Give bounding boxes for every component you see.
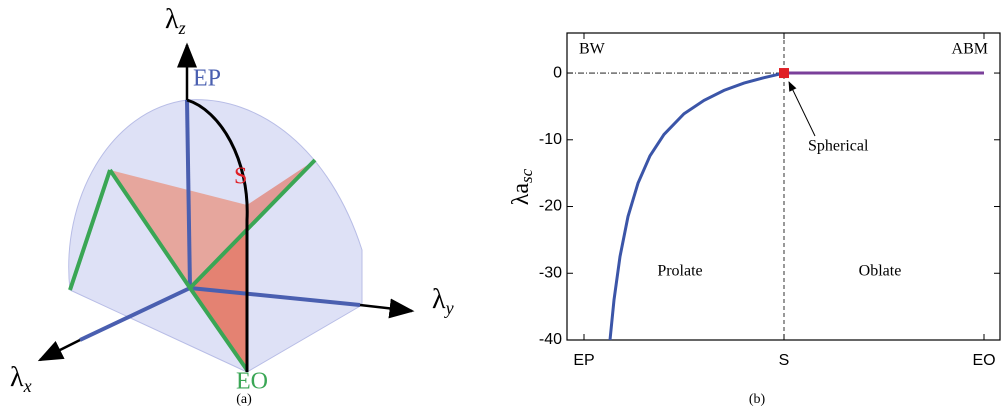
y-tick-label: -40 [539, 331, 562, 348]
annotation: Spherical [808, 138, 869, 155]
axis-segment [79, 286, 191, 342]
y-tick-label: -10 [539, 131, 562, 148]
axis-segment [189, 286, 361, 307]
annotation-arrow [788, 81, 816, 137]
axis-x [37, 338, 81, 362]
y-axis-label-main: λa [508, 183, 534, 206]
y-tick-label: 0 [553, 64, 562, 81]
axis-label: λx [10, 362, 32, 396]
annotation: Prolate [657, 263, 702, 280]
annotation: Oblate [859, 263, 902, 280]
point-label: EP [193, 66, 221, 92]
x-tick-label: EO [972, 352, 995, 369]
x-tick-label: S [779, 352, 790, 369]
panel-a: λz λy λx EP S EO (a) [10, 4, 454, 407]
y-tick-label: -30 [539, 264, 562, 281]
axis-segment [185, 99, 192, 289]
plot-frame [566, 32, 1001, 341]
axis-y [359, 298, 415, 319]
caption: (a) [236, 392, 252, 407]
y-axis-label: λasc [508, 168, 536, 205]
y-tick-label: -20 [539, 198, 562, 215]
annotation: BW [579, 41, 606, 58]
y-axis-label-sub: sc [517, 168, 536, 183]
series-line [608, 71, 785, 341]
red-plane [190, 160, 315, 370]
x-tick-label: EP [573, 352, 594, 369]
point-label: EO [236, 369, 268, 395]
marker-point [779, 68, 789, 79]
axis-label: λz [165, 4, 186, 38]
annotation: ABM [952, 41, 988, 58]
point-label: S [234, 164, 247, 190]
panel-b: 0 -10 -20 -30 -40 EP S EO BW ABM Spherical Prolate O… [508, 32, 1001, 407]
green-edges [68, 158, 317, 372]
caption: (b) [749, 392, 766, 407]
arc [186, 98, 249, 372]
axis-label: λy [432, 284, 454, 318]
